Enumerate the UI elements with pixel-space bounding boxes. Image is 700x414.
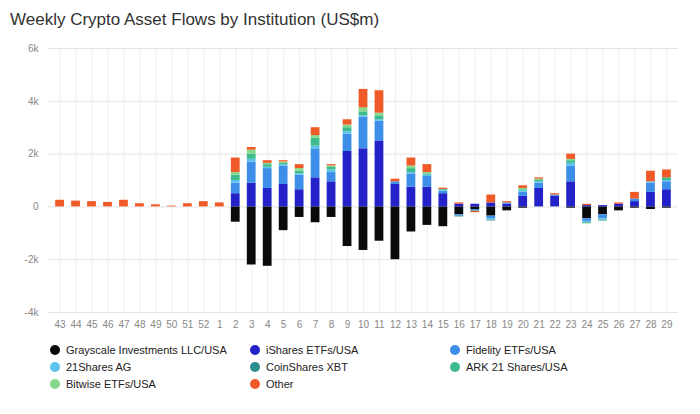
svg-text:23: 23 (566, 319, 578, 330)
svg-text:4: 4 (265, 319, 271, 330)
svg-text:9: 9 (345, 319, 351, 330)
svg-text:1: 1 (217, 319, 223, 330)
html-text:Fidelity ETFs/USA: Fidelity ETFs/USA (466, 344, 556, 356)
svg-text:20: 20 (518, 319, 530, 330)
svg-text:46: 46 (102, 319, 114, 330)
svg-text:26: 26 (613, 319, 625, 330)
svg-text:16: 16 (454, 319, 466, 330)
svg-text:-4k: -4k (25, 307, 40, 318)
svg-text:21: 21 (534, 319, 546, 330)
svg-text:45: 45 (86, 319, 98, 330)
svg-text:6: 6 (297, 319, 303, 330)
svg-text:50: 50 (166, 319, 178, 330)
svg-text:19: 19 (502, 319, 514, 330)
svg-text:5: 5 (281, 319, 287, 330)
html-text:21Shares AG: 21Shares AG (66, 361, 132, 373)
svg-text:22: 22 (550, 319, 562, 330)
svg-text:15: 15 (438, 319, 450, 330)
svg-text:4k: 4k (28, 96, 40, 107)
svg-text:51: 51 (182, 319, 194, 330)
svg-text:27: 27 (629, 319, 641, 330)
svg-text:12: 12 (390, 319, 402, 330)
html-text:iShares ETFs/USA: iShares ETFs/USA (266, 344, 359, 356)
svg-text:52: 52 (198, 319, 210, 330)
svg-text:13: 13 (406, 319, 418, 330)
html-text:Weekly Crypto Asset Flows by I: Weekly Crypto Asset Flows by Institution… (10, 10, 380, 29)
svg-text:14: 14 (422, 319, 434, 330)
html-text:Bitwise ETFs/USA: Bitwise ETFs/USA (66, 378, 156, 390)
svg-text:0: 0 (33, 201, 39, 212)
svg-text:43: 43 (55, 319, 67, 330)
svg-text:24: 24 (582, 319, 594, 330)
svg-text:3: 3 (249, 319, 255, 330)
svg-text:2: 2 (233, 319, 239, 330)
svg-text:8: 8 (329, 319, 335, 330)
svg-text:18: 18 (486, 319, 498, 330)
svg-text:-2k: -2k (25, 254, 40, 265)
svg-text:47: 47 (118, 319, 130, 330)
svg-text:28: 28 (645, 319, 657, 330)
svg-text:10: 10 (358, 319, 370, 330)
svg-text:29: 29 (661, 319, 673, 330)
svg-text:7: 7 (313, 319, 319, 330)
svg-text:25: 25 (597, 319, 609, 330)
html-text:ARK 21 Shares/USA: ARK 21 Shares/USA (466, 361, 568, 373)
svg-text:44: 44 (70, 319, 82, 330)
svg-text:2k: 2k (28, 148, 40, 159)
svg-text:17: 17 (470, 319, 482, 330)
svg-text:48: 48 (134, 319, 146, 330)
html-text:CoinShares XBT: CoinShares XBT (266, 361, 348, 373)
html-text:Grayscale Investments LLC/USA: Grayscale Investments LLC/USA (66, 344, 227, 356)
svg-text:11: 11 (374, 319, 385, 330)
html-text:Other: Other (266, 378, 294, 390)
svg-text:6k: 6k (28, 43, 40, 54)
svg-text:49: 49 (150, 319, 162, 330)
